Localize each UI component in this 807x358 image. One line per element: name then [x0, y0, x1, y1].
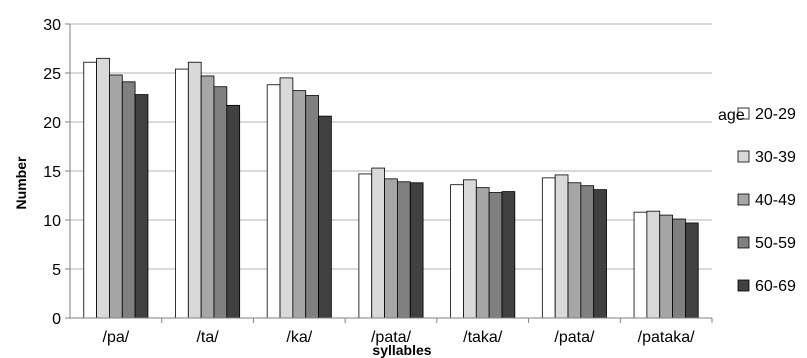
- bar-30-39-2: [279, 77, 294, 319]
- y-tick-label: 15: [43, 164, 61, 181]
- bars: [83, 57, 699, 319]
- legend-swatch-20-29: [737, 107, 750, 120]
- legend-label-40-49: 40-49: [755, 192, 796, 209]
- x-tick-label: /pataka/: [638, 329, 695, 346]
- legend-label-20-29: 20-29: [755, 106, 796, 123]
- axes: 0 5 10 15 20 25 30/pa/ /ta/ /ka/ /pata/ /taka/ /pat…: [43, 17, 713, 346]
- bar-30-39-6: [646, 210, 661, 319]
- bar-50-59-0: [121, 81, 136, 319]
- bar-40-49-5: [567, 182, 582, 319]
- x-tick-label: /ka/: [286, 329, 312, 346]
- bar-40-49-2: [292, 90, 307, 319]
- bar-50-59-1: [213, 86, 228, 319]
- y-tick-label: 20: [43, 115, 61, 132]
- y-tick-label: 0: [52, 311, 61, 328]
- bar-40-49-3: [384, 178, 398, 319]
- bar-60-69-2: [318, 115, 332, 319]
- x-tick-label: /taka/: [463, 329, 503, 346]
- legend-swatch-40-49: [737, 193, 750, 206]
- bar-20-29-3: [358, 173, 373, 319]
- bar-20-29-2: [266, 84, 281, 319]
- bar-50-59-6: [672, 218, 686, 319]
- x-tick-label: /pata/: [554, 329, 595, 346]
- bar-40-49-0: [109, 74, 123, 319]
- bar-50-59-2: [305, 95, 319, 319]
- bar-60-69-5: [593, 189, 607, 319]
- bar-60-69-3: [409, 182, 424, 319]
- x-tick-label: /pa/: [103, 329, 130, 346]
- bar-40-49-4: [475, 187, 490, 319]
- bar-30-39-5: [554, 174, 569, 319]
- bar-60-69-6: [685, 222, 699, 319]
- y-axis-title: Number: [13, 156, 29, 209]
- bar-30-39-4: [463, 179, 477, 319]
- bar-60-69-4: [501, 191, 516, 319]
- x-tick-label: /ta/: [196, 329, 219, 346]
- x-axis-title: syllables: [372, 342, 431, 358]
- bar-20-29-1: [175, 68, 189, 319]
- x-tick-label: /pata/: [371, 329, 412, 346]
- bar-30-39-1: [187, 61, 202, 319]
- y-tick-label: 25: [43, 66, 61, 83]
- y-tick-label: 5: [52, 262, 61, 279]
- legend-title: age: [718, 107, 745, 124]
- legend-label-50-59: 50-59: [755, 235, 796, 252]
- bar-20-29-5: [541, 177, 556, 319]
- bar-50-59-3: [397, 181, 411, 319]
- bar-60-69-1: [226, 104, 241, 319]
- bar-40-49-1: [200, 75, 215, 319]
- bar-60-69-0: [134, 94, 149, 319]
- bar-50-59-4: [488, 192, 503, 319]
- legend-label-30-39: 30-39: [755, 149, 796, 166]
- bar-30-39-0: [96, 57, 110, 319]
- legend: 20-29 30-39 40-49 50-59 60-69: [737, 106, 796, 295]
- bar-50-59-5: [580, 185, 595, 319]
- bar-20-29-0: [83, 61, 97, 319]
- bar-30-39-3: [371, 167, 385, 319]
- legend-swatch-30-39: [737, 150, 750, 163]
- legend-swatch-50-59: [737, 236, 750, 249]
- legend-swatch-60-69: [737, 279, 750, 292]
- legend-label-60-69: 60-69: [755, 278, 796, 295]
- bar-20-29-6: [633, 211, 648, 319]
- y-tick-label: 10: [43, 213, 61, 230]
- bar-20-29-4: [450, 184, 464, 319]
- bar-40-49-6: [659, 214, 673, 319]
- y-tick-label: 30: [43, 17, 61, 34]
